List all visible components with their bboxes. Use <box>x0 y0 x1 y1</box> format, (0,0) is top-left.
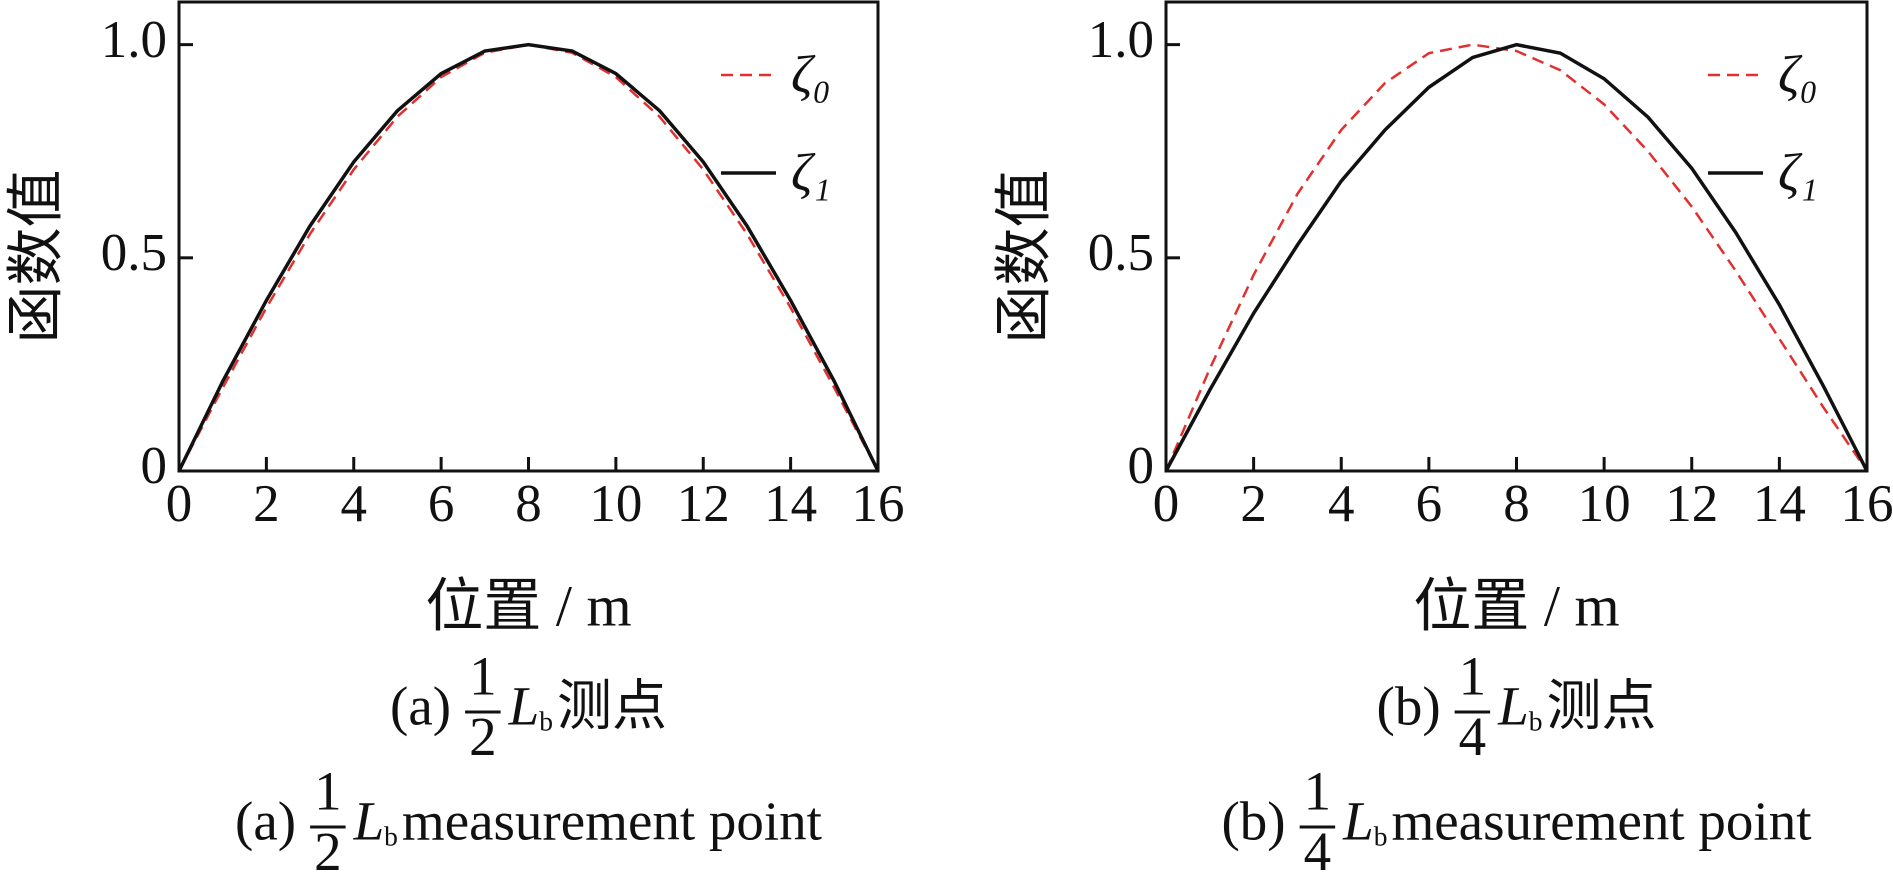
fraction-numerator: 1 <box>1459 645 1487 706</box>
fraction-denominator: 4 <box>1459 706 1487 767</box>
x-tick-label: 12 <box>1665 475 1718 533</box>
caption-prefix: (a) <box>235 791 296 852</box>
caption-subscript: b <box>384 820 398 851</box>
y-axis-label: 函数值 <box>3 169 68 343</box>
x-tick-label: 0 <box>166 475 193 533</box>
y-tick-label: 0 <box>1128 437 1155 495</box>
caption-prefix: (b) <box>1221 791 1285 852</box>
caption-symbol: L <box>1342 791 1374 852</box>
x-tick-label: 0 <box>1153 475 1180 533</box>
caption-subscript: b <box>1529 705 1543 736</box>
x-tick-label: 16 <box>1841 475 1893 533</box>
fraction: 12 <box>310 760 346 882</box>
fraction: 14 <box>1454 645 1491 767</box>
fraction-denominator: 2 <box>314 821 342 882</box>
x-tick-label: 14 <box>764 475 817 533</box>
x-tick-label: 2 <box>253 475 280 533</box>
x-axis-label: 位置 / m <box>425 573 631 638</box>
x-tick-label: 12 <box>677 475 730 533</box>
y-axis-label: 函数值 <box>991 169 1056 343</box>
caption-symbol: L <box>353 791 385 852</box>
x-tick-label: 8 <box>515 475 542 533</box>
caption-suffix: 测点 <box>557 676 667 737</box>
fraction-denominator: 4 <box>1304 821 1332 882</box>
x-tick-label: 10 <box>589 475 642 533</box>
fraction: 14 <box>1299 760 1336 882</box>
fraction: 12 <box>465 645 501 767</box>
plot-frame <box>177 0 880 473</box>
caption-prefix: (a) <box>390 676 451 737</box>
caption-prefix: (b) <box>1377 676 1441 737</box>
fraction-denominator: 2 <box>469 706 497 767</box>
plot-frame <box>1164 0 1869 473</box>
fraction-numerator: 1 <box>1304 760 1332 821</box>
caption-symbol: L <box>508 676 540 737</box>
x-tick-label: 4 <box>1328 475 1355 533</box>
x-axis-label: 位置 / m <box>1413 573 1619 638</box>
data-line <box>1164 43 1869 472</box>
caption-suffix: 测点 <box>1546 676 1656 737</box>
legend-label: ζ₁ <box>1778 144 1818 202</box>
y-tick-label: 0 <box>141 437 168 495</box>
y-tick-label: 1.0 <box>1088 11 1154 69</box>
data-line <box>177 42 880 472</box>
x-tick-label: 6 <box>428 475 455 533</box>
legend-label: ζ₀ <box>791 46 831 104</box>
y-tick-label: 0.5 <box>101 224 167 282</box>
x-tick-label: 4 <box>341 475 368 533</box>
caption-suffix: measurement point <box>1391 791 1811 852</box>
x-tick-label: 16 <box>852 475 905 533</box>
data-line <box>1164 42 1869 472</box>
y-tick-label: 0.5 <box>1088 224 1154 282</box>
x-tick-label: 8 <box>1503 475 1530 533</box>
caption-suffix: measurement point <box>402 791 822 852</box>
x-tick-label: 6 <box>1416 475 1443 533</box>
x-tick-label: 14 <box>1753 475 1806 533</box>
data-line <box>177 43 880 472</box>
x-tick-label: 10 <box>1578 475 1631 533</box>
legend-label: ζ₀ <box>1778 46 1818 104</box>
caption-subscript: b <box>539 705 553 736</box>
legend-label: ζ₁ <box>791 144 831 202</box>
fraction-numerator: 1 <box>469 645 497 706</box>
x-tick-label: 2 <box>1240 475 1267 533</box>
caption-symbol: L <box>1497 676 1529 737</box>
caption-subscript: b <box>1374 820 1388 851</box>
fraction-numerator: 1 <box>314 760 342 821</box>
y-tick-label: 1.0 <box>101 11 167 69</box>
